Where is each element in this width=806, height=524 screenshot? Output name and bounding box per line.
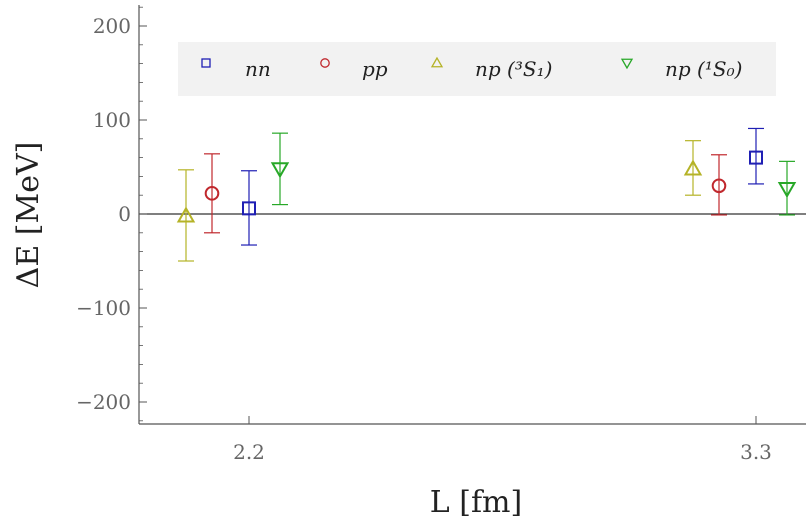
series-3 <box>270 132 797 216</box>
data-point <box>777 181 797 199</box>
series-1 <box>204 153 727 234</box>
legend-marker <box>430 56 444 68</box>
y-tick-label: −200 <box>76 390 131 414</box>
data-point <box>749 150 763 165</box>
x-tick-label: 2.2 <box>233 440 265 464</box>
data-marks <box>176 127 797 262</box>
legend: nn pp np (³S₁) np (¹S₀) <box>178 42 776 96</box>
legend-label: nn <box>245 57 271 81</box>
y-axis-title: ΔE [MeV] <box>11 142 46 289</box>
legend-marker <box>320 58 330 68</box>
legend-label: np (¹S₀) <box>665 57 742 81</box>
x-ticks: 2.2 3.3 <box>233 416 772 464</box>
data-point <box>204 186 220 201</box>
x-axis-title: L [fm] <box>430 485 522 520</box>
series-2 <box>176 140 703 262</box>
y-ticks: −200 −100 0 100 200 <box>76 6 147 422</box>
x-tick-label: 3.3 <box>740 440 772 464</box>
y-tick-label: −100 <box>76 296 131 320</box>
data-point <box>176 206 196 223</box>
data-point <box>242 201 256 216</box>
data-point <box>270 162 290 179</box>
legend-label: np (³S₁) <box>475 57 552 81</box>
legend-marker <box>201 58 211 68</box>
y-tick-label: 100 <box>93 108 131 132</box>
series-0 <box>241 127 764 246</box>
legend-background <box>178 42 776 96</box>
y-tick-label: 200 <box>93 14 131 38</box>
y-tick-label: 0 <box>118 202 131 226</box>
legend-label: pp <box>362 57 388 81</box>
legend-marker <box>620 58 634 70</box>
data-point <box>683 159 703 176</box>
data-point <box>711 178 727 194</box>
